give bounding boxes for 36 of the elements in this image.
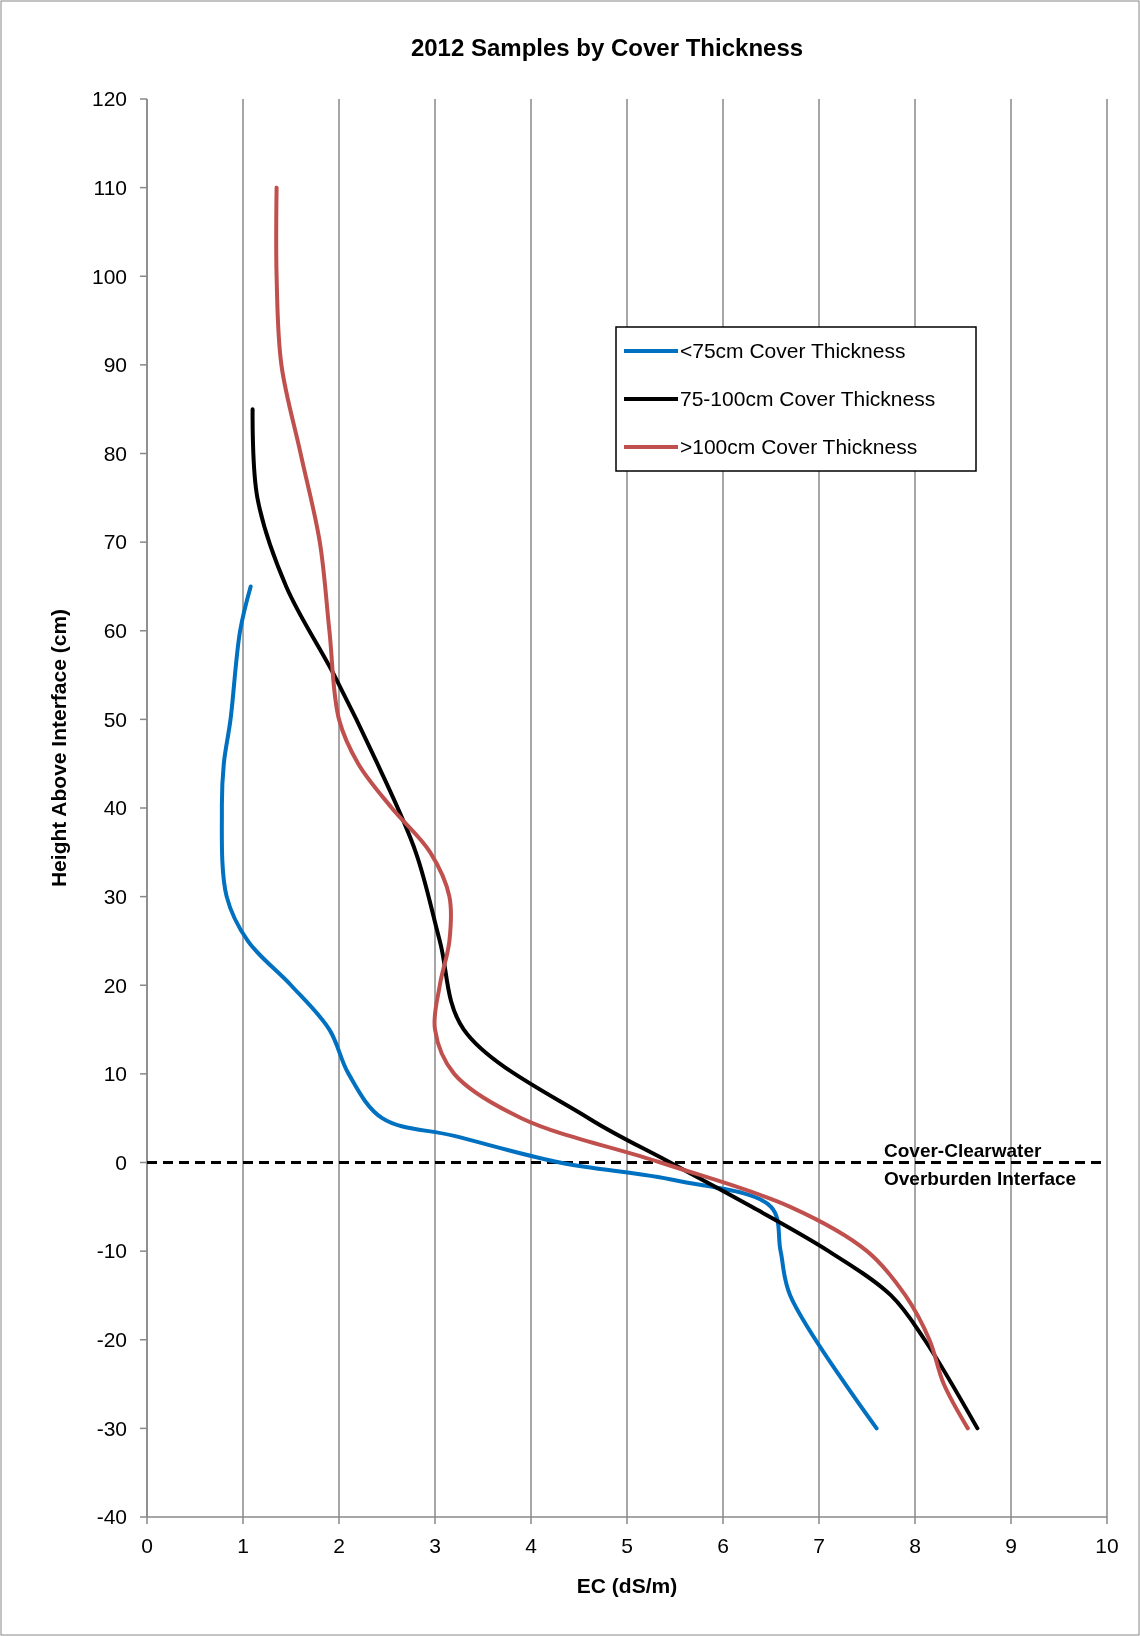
y-tick-label: 10 — [103, 1062, 127, 1086]
x-tick-label: 4 — [525, 1534, 538, 1557]
legend-label: <75cm Cover Thickness — [680, 339, 906, 363]
y-tick-label: 20 — [103, 973, 127, 997]
x-tick-label: 8 — [909, 1534, 921, 1557]
y-axis-title: Height Above Interface (cm) — [47, 608, 70, 888]
y-tick-label: 50 — [103, 707, 127, 731]
x-tick-label: 1 — [237, 1534, 249, 1557]
y-tick-label: 30 — [103, 884, 127, 908]
y-tick-label: 70 — [103, 530, 127, 554]
chart-title: 2012 Samples by Cover Thickness — [410, 34, 804, 61]
y-tick-label: -40 — [96, 1505, 127, 1529]
x-axis-title: EC (dS/m) — [576, 1574, 678, 1597]
y-tick-label: -20 — [96, 1328, 127, 1352]
legend-label: 75-100cm Cover Thickness — [680, 387, 936, 411]
y-tick-label: 100 — [91, 264, 127, 288]
x-tick-label: 6 — [717, 1534, 729, 1557]
x-tick-label: 9 — [1005, 1534, 1017, 1557]
x-tick-label: 7 — [813, 1534, 825, 1557]
line-series — [219, 584, 879, 1431]
y-tick-label: -10 — [96, 1239, 127, 1263]
y-tick-label: 60 — [103, 619, 127, 643]
y-tick-label: 120 — [91, 87, 127, 111]
y-tick-label: 40 — [103, 796, 127, 820]
x-tick-label: 2 — [333, 1534, 345, 1557]
y-tick-label: 110 — [93, 175, 127, 199]
y-tick-label: 80 — [103, 441, 127, 465]
x-tick-label: 0 — [141, 1534, 153, 1557]
y-tick-label: 90 — [103, 353, 127, 377]
legend-label: >100cm Cover Thickness — [680, 435, 918, 459]
ref-line-label: Cover-Clearwater Overburden Interface — [884, 1139, 1077, 1189]
y-tick-label: 0 — [115, 1150, 127, 1174]
x-tick-label: 5 — [621, 1534, 633, 1557]
x-tick-label: 10 — [1095, 1534, 1119, 1557]
x-tick-label: 3 — [429, 1534, 441, 1557]
y-tick-label: -30 — [96, 1416, 127, 1440]
